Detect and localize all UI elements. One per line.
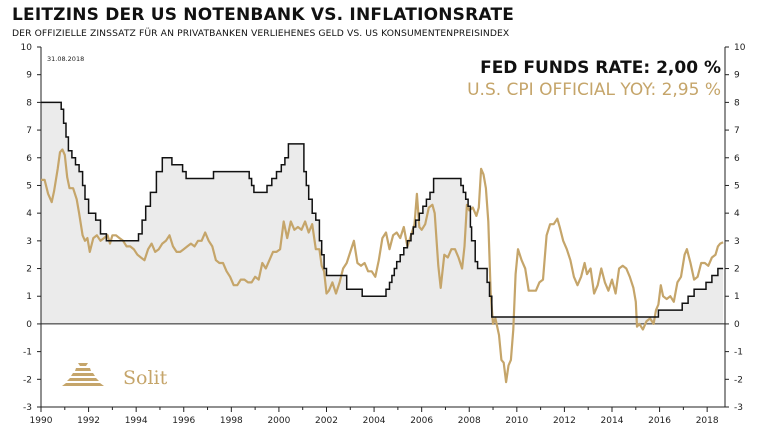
- y-tick-label-right: 2: [734, 265, 740, 275]
- x-tick-label: 2012: [553, 416, 576, 426]
- y-tick-label-right: 10: [734, 43, 746, 53]
- x-tick-label: 2010: [505, 416, 528, 426]
- y-tick-label-left: 7: [26, 126, 32, 136]
- y-tick-label-right: 6: [734, 154, 740, 164]
- date-label: 31.08.2018: [47, 55, 84, 63]
- x-tick-label: 2000: [267, 416, 290, 426]
- y-tick-label-right: 7: [734, 126, 740, 136]
- legend-us-cpi: U.S. CPI OFFICIAL YOY: 2,95 %: [467, 80, 721, 100]
- cpi-line: [41, 148, 724, 384]
- y-tick-label-left: 9: [26, 71, 32, 81]
- y-tick-label-left: 3: [26, 237, 32, 247]
- y-tick-label-right: 0: [734, 320, 740, 330]
- fed-area-fill-layer: [41, 102, 724, 324]
- x-tick-label: 2018: [696, 416, 719, 426]
- y-tick-label-left: 10: [21, 43, 33, 53]
- x-tick-label: 2004: [363, 416, 386, 426]
- y-tick-label-right: -1: [734, 348, 743, 358]
- y-tick-label-left: -1: [23, 348, 32, 358]
- y-tick-label-right: 5: [734, 181, 740, 191]
- x-tick-label: 2016: [648, 416, 671, 426]
- x-tick-label: 1996: [172, 416, 195, 426]
- y-tick-label-right: 3: [734, 237, 740, 247]
- x-tick-label: 2002: [315, 416, 338, 426]
- x-tick-label: 1998: [220, 416, 243, 426]
- tick-labels-layer: -3 -3 -2 -2 -1 -1 0 0 1 1 2 2 3 3 4 4 5 5 6 6 7 7 8 8 9 9 10 10 1990…: [21, 43, 746, 426]
- y-tick-label-right: 9: [734, 71, 740, 81]
- y-tick-label-right: -2: [734, 375, 743, 385]
- x-tick-label: 2006: [410, 416, 433, 426]
- logo-text: Solit: [123, 367, 168, 389]
- series-layer: [41, 101, 724, 384]
- y-tick-label-left: 5: [26, 181, 32, 191]
- x-tick-label: 2008: [458, 416, 481, 426]
- y-tick-label-right: 1: [734, 292, 740, 302]
- solit-logo: Solit: [62, 363, 168, 389]
- y-tick-label-left: -3: [23, 403, 32, 413]
- axes-layer: [37, 46, 729, 412]
- y-tick-label-right: 4: [734, 209, 740, 219]
- x-tick-label: 2014: [601, 416, 624, 426]
- y-tick-label-left: 0: [26, 320, 32, 330]
- chart-title: LEITZINS DER US NOTENBANK VS. INFLATIONS…: [12, 5, 515, 25]
- y-tick-label-left: 1: [26, 292, 32, 302]
- stepped-pyramid-icon: [62, 363, 104, 386]
- y-tick-label-left: 4: [26, 209, 32, 219]
- x-tick-label: 1990: [30, 416, 53, 426]
- y-tick-label-left: 2: [26, 265, 32, 275]
- x-tick-label: 1992: [77, 416, 100, 426]
- legend-fed-funds: FED FUNDS RATE: 2,00 %: [480, 58, 721, 78]
- y-tick-label-right: -3: [734, 403, 743, 413]
- y-tick-label-left: -2: [23, 375, 32, 385]
- y-tick-label-left: 6: [26, 154, 32, 164]
- x-tick-label: 1994: [125, 416, 148, 426]
- chart-subtitle: DER OFFIZIELLE ZINSSATZ FÜR AN PRIVATBAN…: [12, 28, 510, 39]
- fed-funds-line: [41, 101, 724, 318]
- y-tick-label-left: 8: [26, 98, 32, 108]
- y-tick-label-right: 8: [734, 98, 740, 108]
- fed-area-fill: [41, 102, 724, 324]
